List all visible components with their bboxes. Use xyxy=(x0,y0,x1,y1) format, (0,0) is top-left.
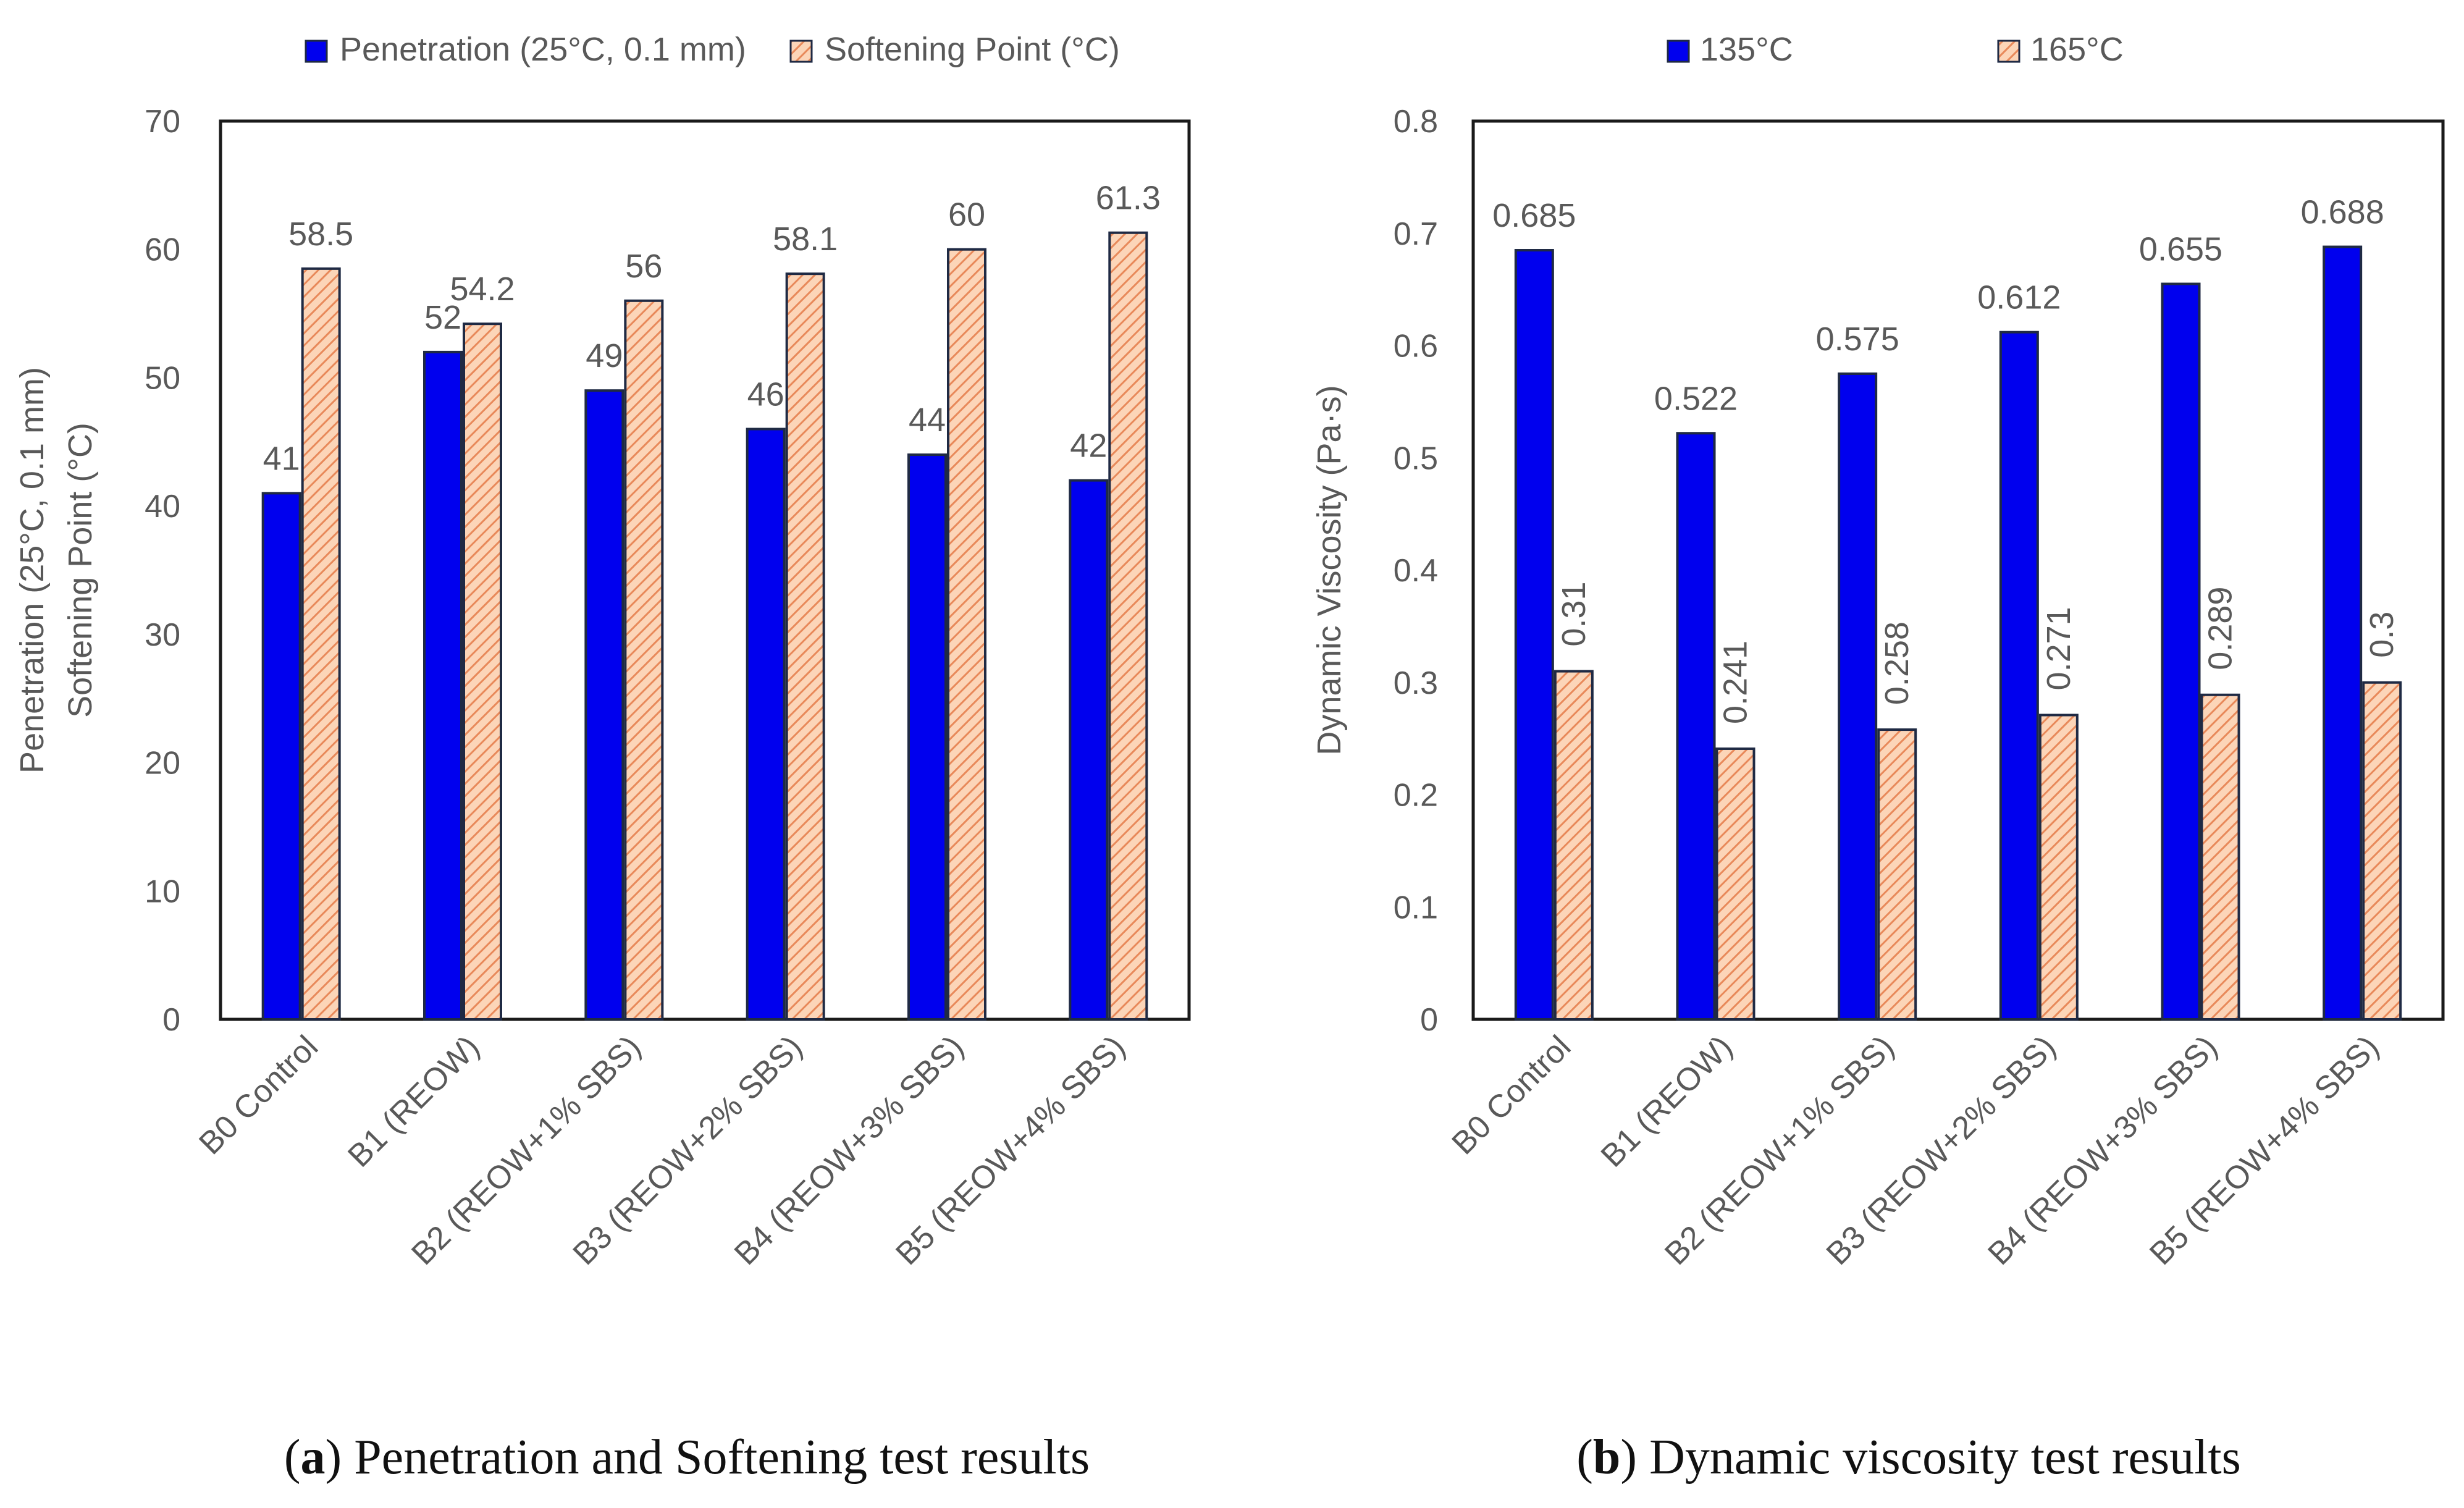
data-label: 44 xyxy=(909,402,946,439)
data-label: 46 xyxy=(747,376,784,413)
bar-series2 xyxy=(2362,681,2402,1021)
y-tick-label: 0.1 xyxy=(1394,890,1438,925)
y-tick-label: 20 xyxy=(145,746,180,781)
legend-swatch xyxy=(789,40,813,63)
legend-label: 165°C xyxy=(2030,31,2124,68)
bar-series2 xyxy=(1108,231,1148,1021)
bar-series1 xyxy=(2323,245,2363,1021)
y-tick-label: 50 xyxy=(145,360,180,396)
bar-series1 xyxy=(746,428,786,1021)
caption-a: (a) Penetration and Softening test resul… xyxy=(284,1430,1090,1485)
legend-label: Softening Point (°C) xyxy=(825,31,1120,68)
caption-b-letter: b xyxy=(1593,1430,1621,1485)
y-tick-label: 0 xyxy=(1420,1002,1438,1038)
data-label: 60 xyxy=(948,196,985,234)
bar-series2 xyxy=(2038,714,2079,1021)
caption-b-text: Dynamic viscosity test results xyxy=(1649,1430,2241,1485)
data-label: 56 xyxy=(625,248,662,285)
bar-series1 xyxy=(907,453,947,1021)
bar-series2 xyxy=(785,272,825,1021)
y-tick-label: 0.4 xyxy=(1394,553,1438,589)
data-label: 0.258 xyxy=(1878,621,1915,705)
y-tick-label: 10 xyxy=(145,874,180,909)
y-tick-label: 0.2 xyxy=(1394,778,1438,814)
data-label: 54.2 xyxy=(450,271,515,308)
y-tick-label: 30 xyxy=(145,617,180,653)
bar-series2 xyxy=(947,248,986,1021)
bar-series2 xyxy=(463,322,502,1021)
bar-series1 xyxy=(1514,249,1554,1021)
y-tick-label: 0.8 xyxy=(1394,104,1438,140)
data-label: 58.1 xyxy=(773,221,838,258)
data-label: 58.5 xyxy=(288,216,353,253)
data-label: 0.31 xyxy=(1555,581,1592,646)
x-category-label: B1 (REOW) xyxy=(341,1029,486,1174)
caption-b: (b) Dynamic viscosity test results xyxy=(1576,1430,2240,1485)
legend-label: Penetration (25°C, 0.1 mm) xyxy=(340,31,746,68)
chart-panel-a: 0 10 20 30 40 50 60 70 Penetration (25°C, 0.1 mm… xyxy=(14,31,1191,1272)
bar-series2 xyxy=(1877,728,1917,1021)
y-axis-title: Penetration (25°C, 0.1 mm) xyxy=(14,367,51,773)
y-tick-label: 0.5 xyxy=(1394,440,1438,476)
data-label: 0.685 xyxy=(1492,197,1576,234)
legend-swatch xyxy=(305,40,328,63)
caption-a-letter: a xyxy=(301,1430,326,1485)
data-label: 41 xyxy=(263,440,300,477)
bar-series1 xyxy=(584,389,624,1021)
plot-frame xyxy=(219,119,1191,1021)
data-label: 0.3 xyxy=(2363,612,2400,658)
y-tick-label: 0 xyxy=(162,1002,180,1038)
y-axis-title: Softening Point (°C) xyxy=(62,423,99,718)
data-label: 0.522 xyxy=(1654,380,1738,417)
data-label: 0.289 xyxy=(2202,587,2239,670)
legend-swatch xyxy=(1667,40,1690,63)
data-label: 42 xyxy=(1070,428,1107,465)
y-tick-label: 70 xyxy=(145,104,180,140)
y-tick-label: 0.7 xyxy=(1394,216,1438,252)
bar-series1 xyxy=(261,492,301,1021)
y-tick-label: 40 xyxy=(145,489,180,524)
bar-series2 xyxy=(301,267,341,1021)
caption-a-text: Penetration and Softening test results xyxy=(354,1430,1090,1485)
bar-series1 xyxy=(2161,282,2201,1021)
x-category-label: B0 Control xyxy=(192,1029,325,1161)
bar-series1 xyxy=(1999,331,2039,1021)
bar-series2 xyxy=(1715,747,1755,1021)
legend-swatch xyxy=(1997,40,2020,63)
bar-series1 xyxy=(1838,372,1878,1021)
x-category-label: B0 Control xyxy=(1445,1029,1578,1161)
bar-series1 xyxy=(423,350,463,1021)
bar-series2 xyxy=(2200,693,2240,1021)
x-category-label: B1 (REOW) xyxy=(1594,1029,1739,1174)
data-label: 0.575 xyxy=(1816,321,1899,358)
data-label: 49 xyxy=(586,337,623,374)
data-label: 0.612 xyxy=(1977,279,2061,316)
data-label: 0.271 xyxy=(2040,607,2077,690)
bar-series2 xyxy=(624,299,664,1021)
y-tick-label: 0.6 xyxy=(1394,329,1438,364)
bar-series2 xyxy=(1554,670,1594,1021)
data-label: 0.241 xyxy=(1717,641,1754,724)
data-label: 0.688 xyxy=(2301,194,2384,231)
data-label: 0.655 xyxy=(2139,231,2222,268)
data-label: 52 xyxy=(424,299,461,336)
plot-frame xyxy=(1471,119,2445,1021)
y-tick-label: 60 xyxy=(145,232,180,268)
y-tick-label: 0.3 xyxy=(1394,665,1438,701)
chart-panel-b: 0 0.1 0.2 0.3 0.4 0.5 0.6 0.7 0.8 Dynamic Viscosi… xyxy=(1311,31,2445,1272)
bar-series1 xyxy=(1069,479,1109,1021)
y-axis-title: Dynamic Viscosity (Pa·s) xyxy=(1311,385,1348,755)
legend-label: 135°C xyxy=(1700,31,1793,68)
data-label: 61.3 xyxy=(1096,180,1161,217)
bar-series1 xyxy=(1676,432,1716,1021)
